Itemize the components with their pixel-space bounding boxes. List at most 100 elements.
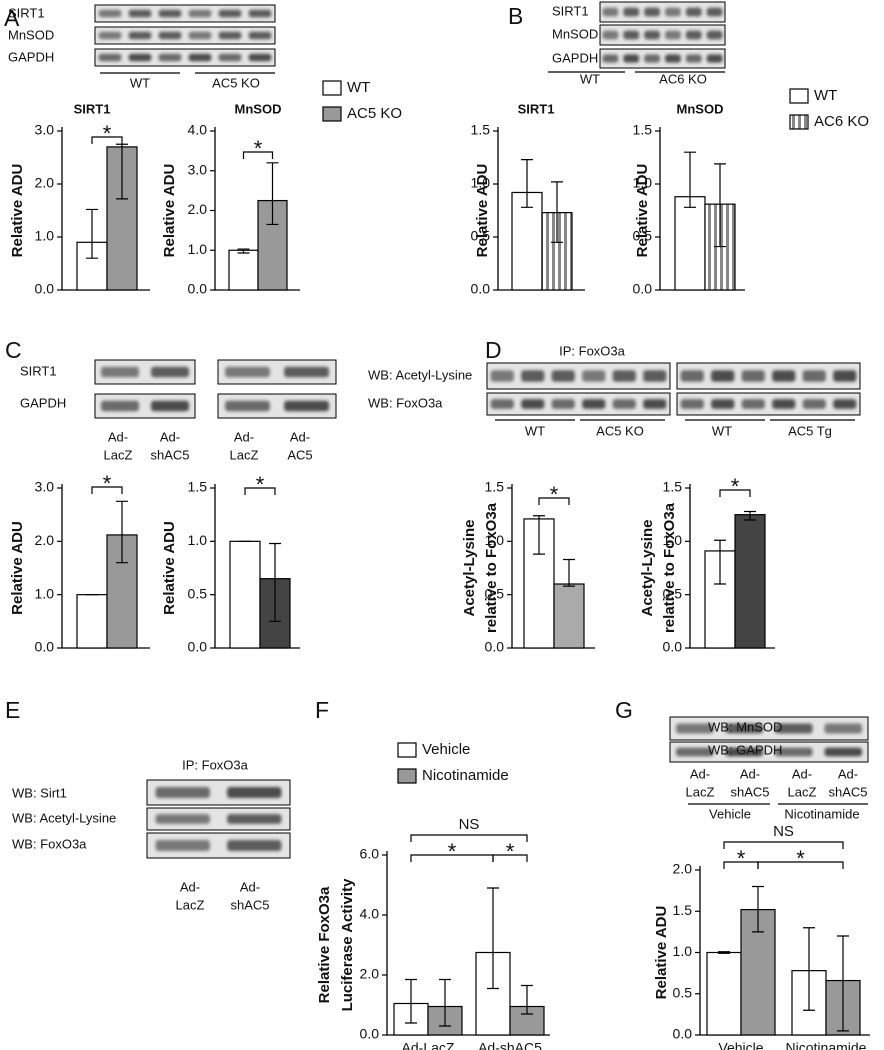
significance-bracket [719, 489, 751, 497]
blot-band [218, 53, 242, 62]
blot-band [623, 54, 640, 63]
blot-band [284, 366, 329, 378]
significance-label: * [448, 839, 457, 864]
blot-band [706, 30, 723, 40]
y-tick-label: 3.0 [188, 161, 208, 177]
blot-band [227, 787, 282, 798]
bar [706, 951, 742, 1036]
blot-band [284, 400, 329, 412]
blot-band [158, 31, 182, 40]
blot-band [188, 31, 212, 40]
blot-band [248, 53, 272, 62]
x-tick-label: Ad-shAC5 [478, 1040, 542, 1050]
blot-row-label: WB: Acetyl-Lysine [12, 810, 116, 825]
y-tick-label: 2.0 [188, 201, 208, 217]
lane-label: shAC5 [150, 447, 189, 462]
blot-band [741, 370, 765, 382]
blot-band [158, 53, 182, 62]
error-bar [521, 159, 533, 208]
blot-band [128, 31, 152, 40]
blot-band [623, 30, 640, 40]
blot-group-label: AC6 KO [659, 71, 707, 86]
y-tick-label: 0.0 [188, 639, 208, 655]
y-tick-label: 1.5 [485, 479, 505, 495]
blot-band [602, 54, 619, 63]
blot-band [711, 399, 735, 409]
blot-band [155, 787, 210, 798]
y-tick-label: 0.0 [35, 639, 55, 655]
blot-row-label: WB: Acetyl-Lysine [368, 367, 472, 382]
y-tick-label: 2.0 [673, 861, 693, 877]
blot-band [227, 840, 282, 851]
error-bar [714, 163, 726, 248]
error-bar [718, 951, 730, 954]
lane-label: Ad- [180, 879, 200, 894]
y-tick-label: 0.5 [485, 585, 505, 601]
y-axis-label: Relative ADU [653, 906, 670, 1000]
blot-group-label: AC5 KO [212, 75, 260, 90]
blot-strip [486, 392, 671, 416]
y-axis-label: Relative ADU [9, 164, 26, 258]
y-tick-label: 1.5 [471, 122, 491, 138]
blot-band [551, 399, 575, 409]
y-tick-label: 0.0 [471, 281, 491, 297]
error-bar [266, 162, 279, 226]
blot-band [665, 30, 681, 40]
blot-strip [676, 362, 861, 390]
blot-band [218, 31, 242, 40]
panel-letter: F [315, 697, 329, 723]
lane-label: LacZ [230, 447, 259, 462]
blot-strip [486, 362, 671, 390]
error-bar [684, 151, 696, 208]
blot-band [833, 370, 857, 382]
blot-strip [599, 1, 726, 23]
blot-band [158, 9, 182, 18]
blot-band [188, 53, 212, 62]
blot-band [824, 723, 863, 734]
y-axis-label: Luciferase Activity [339, 878, 356, 1011]
y-tick-label: 1.0 [188, 241, 208, 257]
error-bar [269, 542, 281, 622]
y-tick-label: 1.0 [485, 532, 505, 548]
y-tick-label: 0.0 [663, 639, 683, 655]
blot-band [98, 31, 122, 40]
panel-letter: E [5, 697, 20, 723]
significance-bracket [244, 487, 276, 495]
y-tick-label: 0.0 [485, 639, 505, 655]
legend-label: WT [347, 79, 370, 96]
legend-swatch [789, 114, 809, 130]
legend-swatch [789, 88, 809, 104]
y-axis-label: Relative ADU [161, 164, 178, 258]
significance-bracket [91, 136, 123, 144]
lane-label: Ad- [792, 766, 812, 781]
bar [228, 249, 259, 291]
chart-title: SIRT1 [74, 101, 111, 116]
y-tick-label: 0.5 [663, 585, 683, 601]
blot-row-label: WB: Sirt1 [12, 785, 67, 800]
error-bar [116, 143, 128, 200]
legend-label: WT [814, 87, 837, 104]
blot-strip [94, 48, 276, 67]
panel-letter: D [485, 337, 502, 363]
y-tick-label: 4.0 [360, 906, 380, 922]
x-tick-label: Ad-LacZ [402, 1040, 455, 1050]
significance-label: * [256, 472, 265, 497]
blot-group-label: AC5 Tg [788, 423, 832, 438]
blot-row-label: WB: FoxO3a [12, 836, 87, 851]
legend-swatch [397, 768, 417, 784]
y-tick-label: 0.0 [35, 281, 55, 297]
blot-band [772, 370, 796, 382]
blot-row-label: SIRT1 [20, 363, 57, 378]
blot-band [665, 54, 681, 63]
y-tick-label: 3.0 [35, 122, 55, 138]
lane-label: AC5 [287, 447, 312, 462]
blot-row-label: MnSOD [552, 26, 598, 41]
blot-band [643, 370, 667, 382]
lane-label: shAC5 [828, 784, 867, 799]
y-tick-label: 1.5 [633, 122, 653, 138]
chart-title: SIRT1 [518, 101, 555, 116]
blot-band [706, 7, 723, 17]
blot-group-label: WT [525, 423, 545, 438]
blot-band [644, 30, 660, 40]
legend-swatch [397, 742, 417, 758]
